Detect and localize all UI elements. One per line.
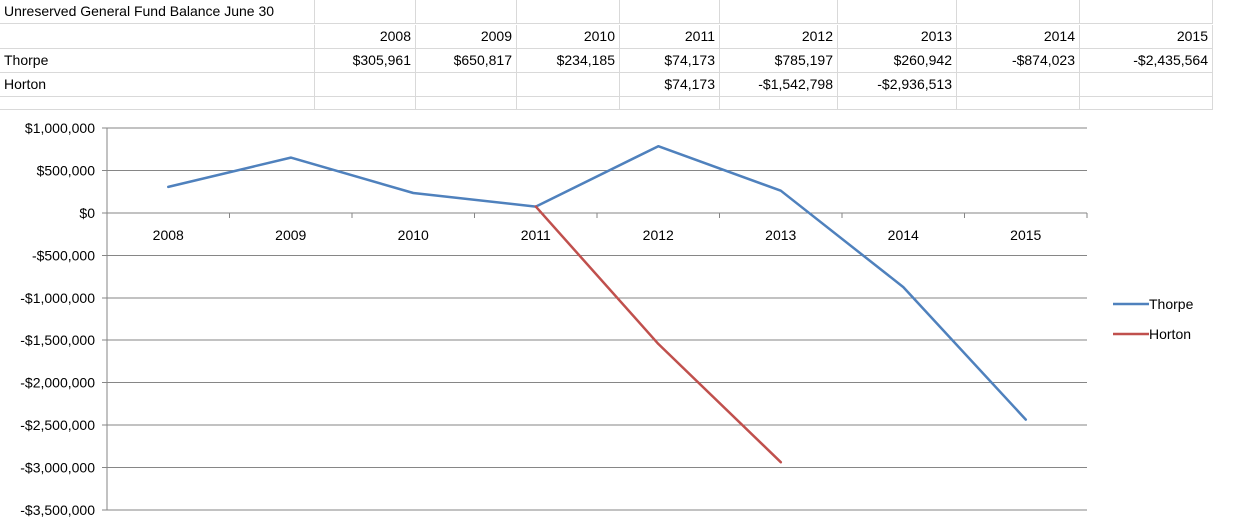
x-tick-label: 2010 (398, 227, 429, 243)
year-header-cell[interactable]: 2012 (720, 25, 838, 49)
value-cell[interactable]: $305,961 (315, 49, 416, 73)
x-tick-label: 2014 (888, 227, 919, 243)
table-cell[interactable] (838, 97, 957, 110)
table-cell[interactable] (620, 0, 720, 24)
x-tick-label: 2008 (153, 227, 184, 243)
table-cell[interactable] (838, 0, 957, 24)
value-cell[interactable]: $650,817 (416, 49, 517, 73)
table-cell[interactable] (315, 0, 416, 24)
year-header-cell[interactable]: 2008 (315, 25, 416, 49)
value-cell[interactable]: -$1,542,798 (720, 73, 838, 97)
value-cell[interactable]: $74,173 (620, 49, 720, 73)
row-label-cell[interactable]: Thorpe (0, 49, 315, 73)
table-cell[interactable] (517, 97, 620, 110)
value-cell[interactable]: $234,185 (517, 49, 620, 73)
value-cell[interactable]: -$874,023 (957, 49, 1080, 73)
legend-label: Horton (1149, 326, 1191, 342)
x-tick-label: 2013 (765, 227, 796, 243)
table-cell[interactable] (720, 97, 838, 110)
value-cell[interactable]: $260,942 (838, 49, 957, 73)
value-cell[interactable] (1080, 73, 1213, 97)
line-chart: $1,000,000 $500,000 $0 -$500,000 -$1,000,000… (20, 120, 1194, 518)
year-header-cell[interactable]: 2009 (416, 25, 517, 49)
year-header-cell[interactable]: 2015 (1080, 25, 1213, 49)
y-tick-label: $1,000,000 (25, 120, 95, 136)
table-cell[interactable] (416, 0, 517, 24)
value-cell[interactable] (416, 73, 517, 97)
data-table: Unreserved General Fund Balance June 30 2… (0, 0, 1213, 110)
table-cell[interactable] (957, 97, 1080, 110)
x-tick-label: 2012 (643, 227, 674, 243)
legend-label: Thorpe (1149, 296, 1194, 312)
table-cell[interactable] (620, 97, 720, 110)
row-label-cell[interactable]: Horton (0, 73, 315, 97)
table-cell[interactable] (416, 97, 517, 110)
value-cell[interactable]: $785,197 (720, 49, 838, 73)
year-header-cell[interactable]: 2014 (957, 25, 1080, 49)
value-cell[interactable] (957, 73, 1080, 97)
x-tick-label: 2015 (1010, 227, 1041, 243)
table-cell[interactable] (1080, 97, 1213, 110)
y-tick-label: -$3,500,000 (20, 502, 95, 518)
x-tick-label: 2011 (521, 227, 551, 243)
y-tick-label: $500,000 (37, 162, 96, 178)
value-cell[interactable] (315, 73, 416, 97)
table-cell[interactable] (517, 0, 620, 24)
value-cell[interactable]: $74,173 (620, 73, 720, 97)
x-tick-label: 2009 (275, 227, 306, 243)
table-cell[interactable] (720, 0, 838, 24)
value-cell[interactable]: -$2,435,564 (1080, 49, 1213, 73)
table-title-cell[interactable]: Unreserved General Fund Balance June 30 (0, 0, 315, 24)
year-header-cell[interactable]: 2010 (517, 25, 620, 49)
y-tick-label: -$1,000,000 (20, 290, 95, 306)
table-cell[interactable] (0, 97, 315, 110)
y-tick-label: -$2,500,000 (20, 417, 95, 433)
y-tick-label: -$2,000,000 (20, 375, 95, 391)
table-cell[interactable] (1080, 0, 1213, 24)
value-cell[interactable] (517, 73, 620, 97)
table-cell[interactable] (0, 25, 315, 49)
year-header-cell[interactable]: 2013 (838, 25, 957, 49)
value-cell[interactable]: -$2,936,513 (838, 73, 957, 97)
y-tick-label: -$1,500,000 (20, 332, 95, 348)
table-cell[interactable] (315, 97, 416, 110)
y-tick-label: -$500,000 (32, 247, 95, 263)
series-line-thorpe (167, 144, 1028, 421)
y-tick-label: $0 (79, 205, 95, 221)
series-line-horton (534, 205, 783, 464)
table-cell[interactable] (957, 0, 1080, 24)
year-header-cell[interactable]: 2011 (620, 25, 720, 49)
y-tick-label: -$3,000,000 (20, 460, 95, 476)
